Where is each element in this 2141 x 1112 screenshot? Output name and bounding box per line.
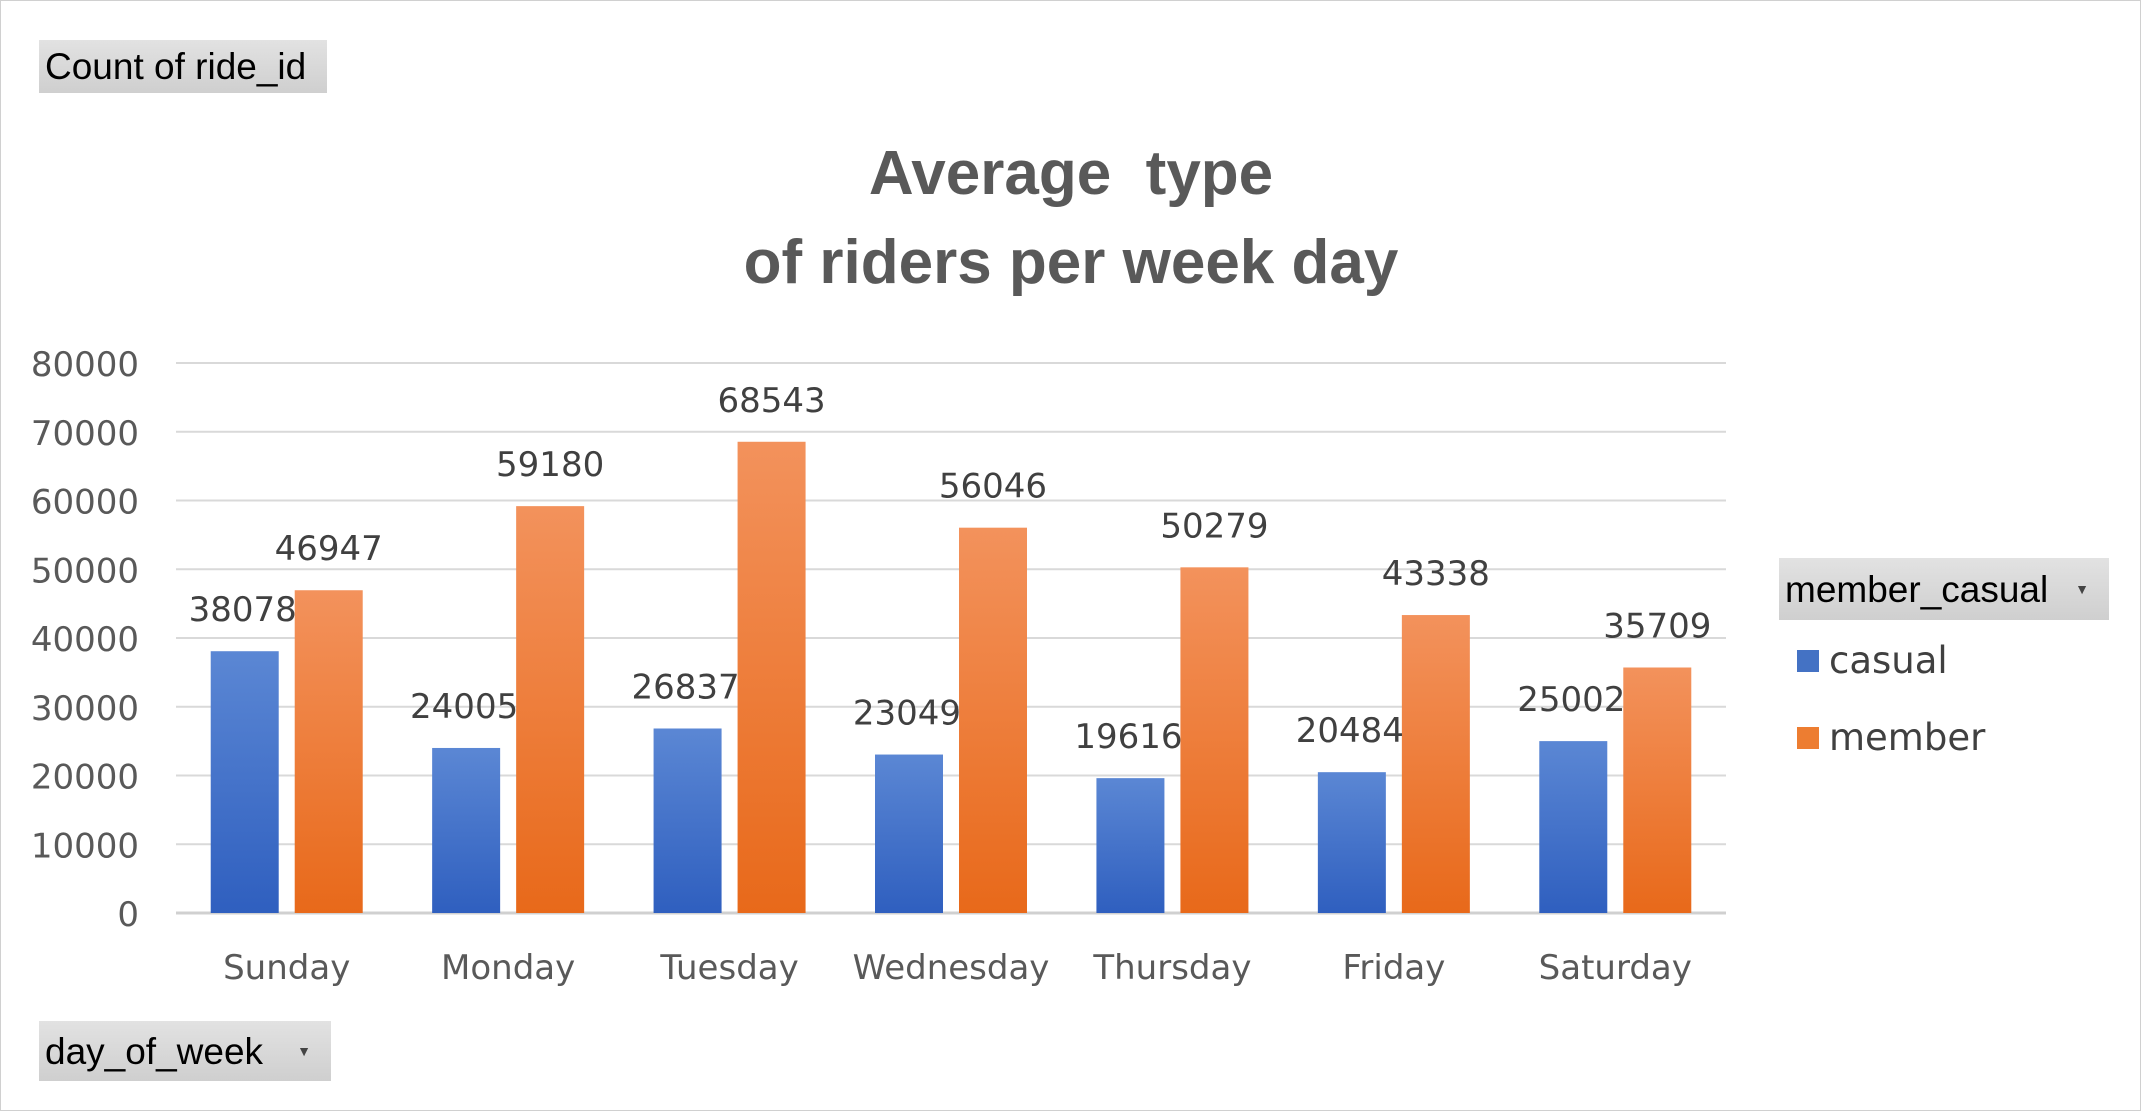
x-tick-label: Sunday	[223, 948, 350, 988]
data-label-member: 59180	[496, 445, 604, 485]
bars	[210, 441, 1692, 913]
data-label-casual: 23049	[853, 694, 961, 734]
y-tick-label: 50000	[31, 551, 139, 591]
data-label-member: 50279	[1160, 506, 1268, 546]
axis-field-label: day_of_week	[45, 1030, 264, 1072]
bar-casual[interactable]	[1096, 778, 1165, 913]
y-tick-label: 30000	[31, 689, 139, 729]
bar-casual[interactable]	[653, 728, 722, 913]
data-label-casual: 25002	[1517, 680, 1625, 720]
y-tick-label: 80000	[31, 345, 139, 385]
bar-member[interactable]	[1401, 615, 1470, 913]
bar-member[interactable]	[294, 590, 363, 913]
y-tick-label: 60000	[31, 483, 139, 523]
data-label-casual: 26837	[631, 667, 739, 707]
y-tick-label: 10000	[31, 826, 139, 866]
x-tick-label: Friday	[1342, 948, 1445, 988]
y-tick-label: 20000	[31, 758, 139, 798]
data-label-member: 43338	[1382, 554, 1490, 594]
legend-field-label: member_casual	[1785, 568, 2049, 610]
legend-swatch-casual	[1797, 649, 1819, 672]
bar-member[interactable]	[516, 506, 585, 913]
y-axis: 0 10000 20000 30000 40000 50000 60000 70000 8000…	[31, 345, 139, 935]
bar-member[interactable]	[1623, 667, 1692, 913]
dropdown-arrow-icon[interactable]: ▼	[2075, 581, 2089, 597]
bar-member[interactable]	[959, 527, 1027, 913]
data-label-casual: 19616	[1074, 717, 1182, 757]
y-tick-label: 40000	[31, 620, 139, 660]
data-label-member: 68543	[717, 381, 825, 421]
legend-item-member: member	[1797, 716, 1985, 759]
legend-item-casual: casual	[1797, 639, 1948, 682]
y-tick-label: 0	[117, 895, 139, 935]
gridlines	[176, 362, 1726, 915]
legend-label-casual: casual	[1829, 639, 1948, 682]
data-label-member: 35709	[1603, 607, 1711, 647]
bar-member[interactable]	[1180, 567, 1249, 913]
axis-field-button[interactable]: day_of_week ▼	[39, 1021, 331, 1081]
chart-title: of riders per week day	[744, 228, 1399, 297]
x-tick-label: Saturday	[1539, 948, 1692, 988]
dropdown-arrow-icon[interactable]: ▼	[297, 1043, 311, 1059]
data-labels: 38078 46947 24005 59180 26837 68543 23049 56046…	[189, 381, 1712, 757]
bar-member[interactable]	[737, 441, 806, 913]
legend-swatch-member	[1797, 726, 1819, 749]
bar-casual[interactable]	[1539, 741, 1608, 913]
x-axis: Sunday Monday Tuesday Wednesday Thursday Frid…	[223, 948, 1692, 988]
bar-casual[interactable]	[875, 754, 943, 913]
data-label-casual: 24005	[410, 687, 518, 727]
bar-casual[interactable]	[210, 651, 279, 913]
bar-casual[interactable]	[1317, 772, 1386, 913]
data-label-casual: 38078	[189, 590, 297, 630]
data-label-casual: 20484	[1296, 711, 1404, 751]
data-label-member: 56046	[939, 467, 1047, 507]
x-tick-label: Wednesday	[853, 948, 1050, 988]
x-tick-label: Tuesday	[659, 948, 798, 988]
y-tick-label: 70000	[31, 414, 139, 454]
legend-label-member: member	[1829, 716, 1986, 759]
values-field-label: Count of ride_id	[45, 46, 307, 87]
chart-title: Average type	[869, 139, 1273, 208]
x-tick-label: Thursday	[1092, 948, 1251, 988]
x-tick-label: Monday	[441, 948, 575, 988]
bar-casual[interactable]	[432, 747, 501, 913]
values-field-button[interactable]: Count of ride_id	[39, 40, 327, 93]
data-label-member: 46947	[275, 529, 383, 569]
legend-field-button[interactable]: member_casual ▼	[1779, 558, 2109, 620]
